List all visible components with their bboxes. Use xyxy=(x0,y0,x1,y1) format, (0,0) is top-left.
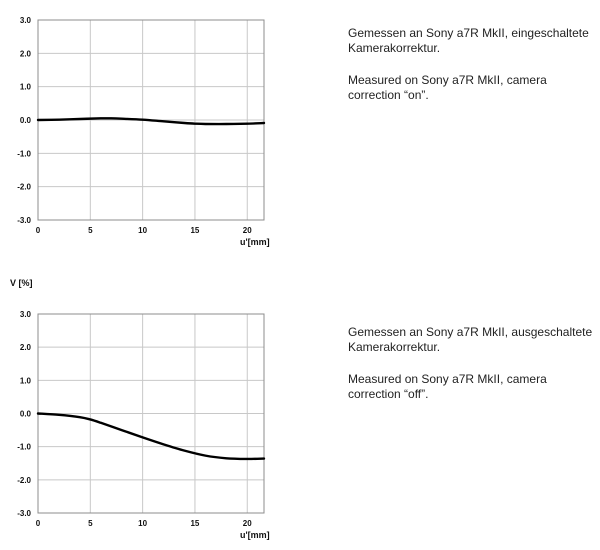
y-tick-label: -2.0 xyxy=(17,476,31,485)
y-tick-label: 3.0 xyxy=(20,16,32,25)
note-top: Gemessen an Sony a7R MkII, eingeschaltet… xyxy=(348,26,598,120)
chart-1: 3.0 2.0 1.0 0.0 -1.0 -2.0 -3.0 0 5 10 15 20 u'[mm] xyxy=(17,16,269,247)
y-tick-label: 0.0 xyxy=(20,116,32,125)
y-tick-label: 1.0 xyxy=(20,376,32,385)
y-tick-label: -1.0 xyxy=(17,443,31,452)
x-tick-label: 10 xyxy=(138,519,147,528)
y-tick-label: 0.0 xyxy=(20,410,32,419)
x-tick-label: 0 xyxy=(36,519,41,528)
y-tick-label: -2.0 xyxy=(17,183,31,192)
x-tick-label: 5 xyxy=(88,226,93,235)
note-bottom-german: Gemessen an Sony a7R MkII, ausgeschaltet… xyxy=(348,325,593,354)
x-tick-label: 20 xyxy=(243,519,252,528)
x-tick-label: 5 xyxy=(88,519,93,528)
y-tick-label: -3.0 xyxy=(17,509,31,518)
note-bottom-english: Measured on Sony a7R MkII, camera correc… xyxy=(348,372,547,401)
distortion-curve xyxy=(36,117,266,126)
x-tick-label: 10 xyxy=(138,226,147,235)
y-tick-label: -3.0 xyxy=(17,216,31,225)
y-tick-label: -1.0 xyxy=(17,149,31,158)
y-tick-label: 2.0 xyxy=(20,343,32,352)
y-tick-label: 3.0 xyxy=(20,310,32,319)
x-tick-label: 20 xyxy=(243,226,252,235)
note-top-german: Gemessen an Sony a7R MkII, eingeschaltet… xyxy=(348,26,589,55)
x-tick-label: 0 xyxy=(36,226,41,235)
y-tick-label: 2.0 xyxy=(20,49,32,58)
x-tick-label: 15 xyxy=(190,226,199,235)
x-tick-label: 15 xyxy=(190,519,199,528)
note-bottom: Gemessen an Sony a7R MkII, ausgeschaltet… xyxy=(348,325,598,419)
x-axis-label: u'[mm] xyxy=(240,530,270,540)
chart-2: 3.0 2.0 1.0 0.0 -1.0 -2.0 -3.0 0 5 10 15 20 u'[mm] V … xyxy=(10,278,270,540)
x-axis-label: u'[mm] xyxy=(240,237,270,247)
y-tick-label: 1.0 xyxy=(20,83,32,92)
distortion-curve xyxy=(36,412,266,461)
note-top-english: Measured on Sony a7R MkII, camera correc… xyxy=(348,73,547,102)
y-axis-label: V [%] xyxy=(10,278,33,288)
